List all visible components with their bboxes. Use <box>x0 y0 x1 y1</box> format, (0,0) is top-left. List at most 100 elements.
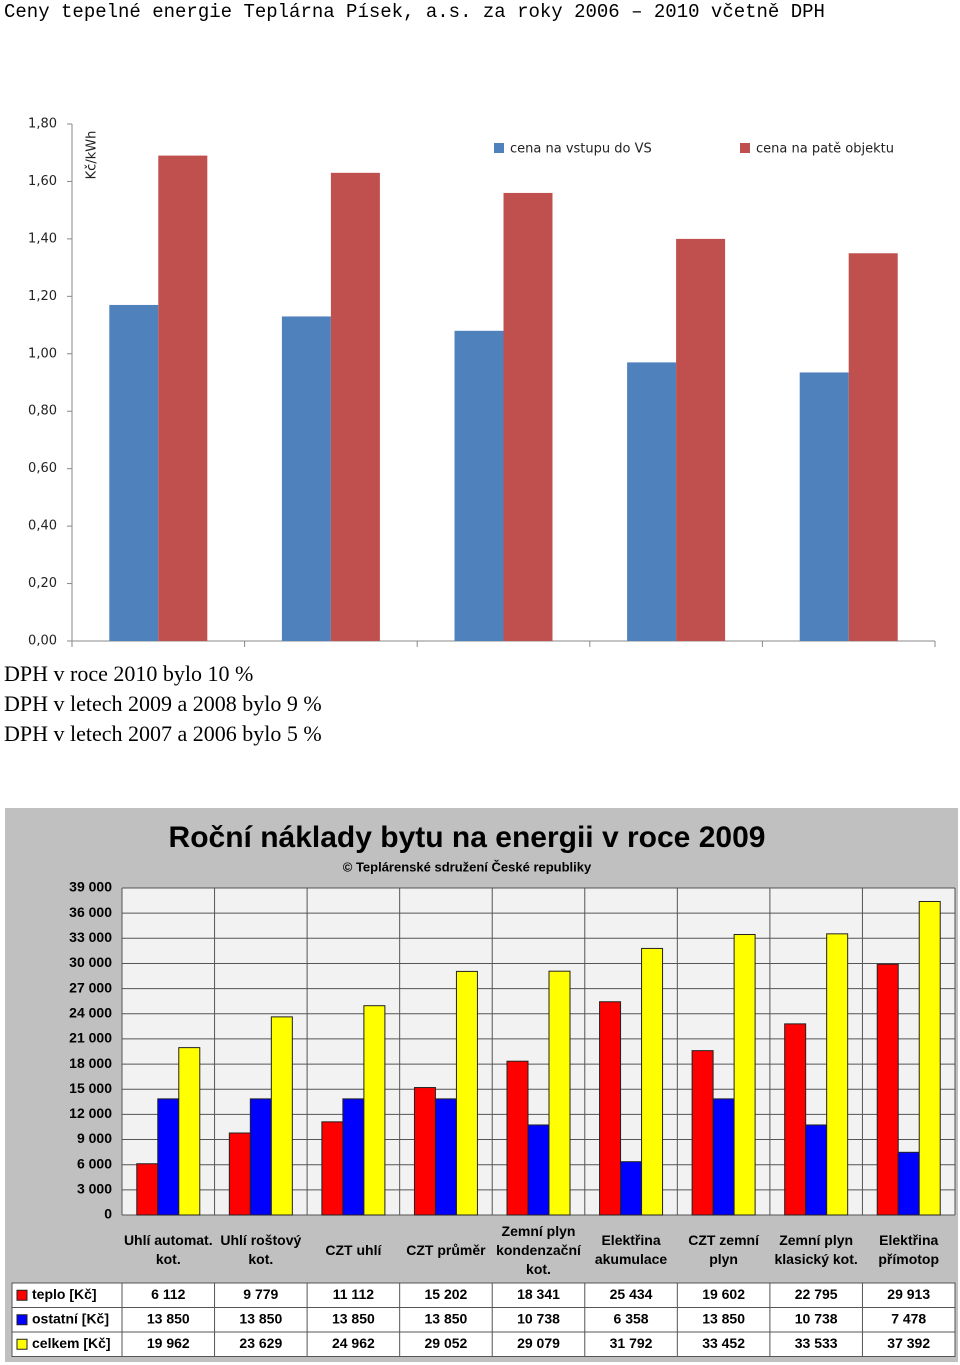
bar <box>270 1016 293 1216</box>
table-cell: 25 434 <box>610 1286 653 1302</box>
y-tick-label: 1,60 <box>28 174 57 189</box>
table-cell: 13 850 <box>425 1310 468 1326</box>
bar <box>784 1023 807 1216</box>
table-cell: 18 341 <box>517 1286 560 1302</box>
table-cell: 13 850 <box>702 1310 745 1326</box>
y-tick-label: 1,40 <box>28 231 57 246</box>
legend-label: cena na patě objektu <box>756 142 894 157</box>
y-tick-label: 21 000 <box>69 1030 112 1046</box>
bar <box>527 1124 550 1216</box>
y-tick-label: 0,80 <box>28 404 57 419</box>
table-cell: 24 962 <box>332 1335 375 1351</box>
legend-swatch <box>740 143 750 153</box>
y-tick-label: 3 000 <box>77 1181 112 1197</box>
chart-subtitle: © Teplárenské sdružení České republiky <box>343 859 592 874</box>
table-cell: 11 112 <box>333 1286 374 1302</box>
table-cell: 37 392 <box>887 1335 930 1351</box>
x-tick-label: Uhlí automat. kot. <box>123 1232 213 1267</box>
y-tick-label: 33 000 <box>69 929 112 945</box>
bar <box>109 304 159 641</box>
table-cell: 10 738 <box>517 1310 560 1326</box>
bar <box>548 970 571 1216</box>
legend-label: celkem [Kč] <box>32 1335 111 1351</box>
x-tick-label: CZT uhlí <box>325 1241 382 1258</box>
table-cell: 15 202 <box>425 1286 468 1302</box>
y-tick-label: 1,20 <box>28 289 57 304</box>
bar <box>799 372 849 641</box>
bar <box>321 1121 344 1216</box>
table-cell: 13 850 <box>147 1310 190 1326</box>
legend-swatch <box>16 1314 28 1326</box>
y-tick-label: 12 000 <box>69 1105 112 1121</box>
bar <box>454 330 504 641</box>
legend-swatch <box>16 1338 28 1350</box>
bar <box>249 1098 272 1216</box>
table-cell: 19 962 <box>147 1335 190 1351</box>
legend-swatch <box>494 143 504 153</box>
y-tick-label: 0,60 <box>28 461 57 476</box>
bar <box>136 1163 159 1216</box>
y-tick-label: 0,20 <box>28 576 57 591</box>
note: DPH v roce 2010 bylo 10 % <box>4 661 253 686</box>
x-tick-label: CZT průměr <box>406 1241 486 1258</box>
y-tick-label: 39 000 <box>69 879 112 895</box>
bar <box>620 1161 643 1216</box>
page-title: Ceny tepelné energie Teplárna Písek, a.s… <box>4 1 825 23</box>
bar <box>712 1098 735 1216</box>
y-tick-label: 36 000 <box>69 904 112 920</box>
x-tick-label: Zemní plyn klasický kot. <box>774 1232 858 1267</box>
y-tick-label: 9 000 <box>77 1130 112 1146</box>
bar <box>691 1050 714 1216</box>
bar <box>330 172 380 642</box>
bar <box>157 1098 180 1216</box>
y-tick-label: 1,00 <box>28 346 57 361</box>
bar <box>848 253 898 641</box>
bar <box>455 970 478 1216</box>
note: DPH v letech 2009 a 2008 bylo 9 % <box>4 691 322 716</box>
bar <box>281 316 331 641</box>
table-cell: 29 079 <box>517 1335 560 1351</box>
bar <box>805 1124 828 1216</box>
y-tick-label: 0 <box>104 1206 112 1222</box>
table-cell: 33 452 <box>702 1335 745 1351</box>
bar <box>826 933 849 1216</box>
x-tick-label: Uhlí roštový kot. <box>220 1232 302 1267</box>
y-tick-label: 6 000 <box>77 1155 112 1171</box>
bar <box>676 238 726 641</box>
bar <box>434 1098 457 1216</box>
bar <box>599 1001 622 1216</box>
table-cell: 19 602 <box>702 1286 745 1302</box>
y-tick-label: 30 000 <box>69 954 112 970</box>
table-cell: 29 913 <box>887 1286 930 1302</box>
bar <box>897 1151 920 1216</box>
table-cell: 10 738 <box>795 1310 838 1326</box>
y-tick-label: 0,40 <box>28 519 57 534</box>
table-cell: 7 478 <box>891 1310 926 1326</box>
table-cell: 23 629 <box>239 1335 282 1351</box>
bar <box>918 900 941 1216</box>
bar <box>413 1087 436 1216</box>
table-cell: 29 052 <box>425 1335 468 1351</box>
note: DPH v letech 2007 a 2006 bylo 5 % <box>4 721 322 746</box>
y-tick-label: 0,00 <box>28 634 57 649</box>
y-tick-label: 24 000 <box>69 1004 112 1020</box>
x-tick-label: CZT zemní plyn <box>688 1232 759 1267</box>
table-cell: 31 792 <box>610 1335 653 1351</box>
y-tick-label: 18 000 <box>69 1055 112 1071</box>
x-tick-label: Elektřina akumulace <box>594 1232 668 1267</box>
bar <box>178 1047 201 1216</box>
bar <box>228 1132 251 1216</box>
bar <box>876 963 899 1216</box>
legend-label: teplo [Kč] <box>32 1286 97 1302</box>
bar <box>506 1060 529 1216</box>
table-cell: 6 112 <box>151 1286 185 1302</box>
bar <box>363 1005 386 1216</box>
bar <box>342 1098 365 1216</box>
x-tick-label: Zemní plyn kondenzační kot. <box>496 1222 581 1277</box>
legend-label: cena na vstupu do VS <box>510 142 652 157</box>
table-cell: 22 795 <box>795 1286 838 1302</box>
bar <box>158 155 208 641</box>
bar <box>733 934 756 1216</box>
